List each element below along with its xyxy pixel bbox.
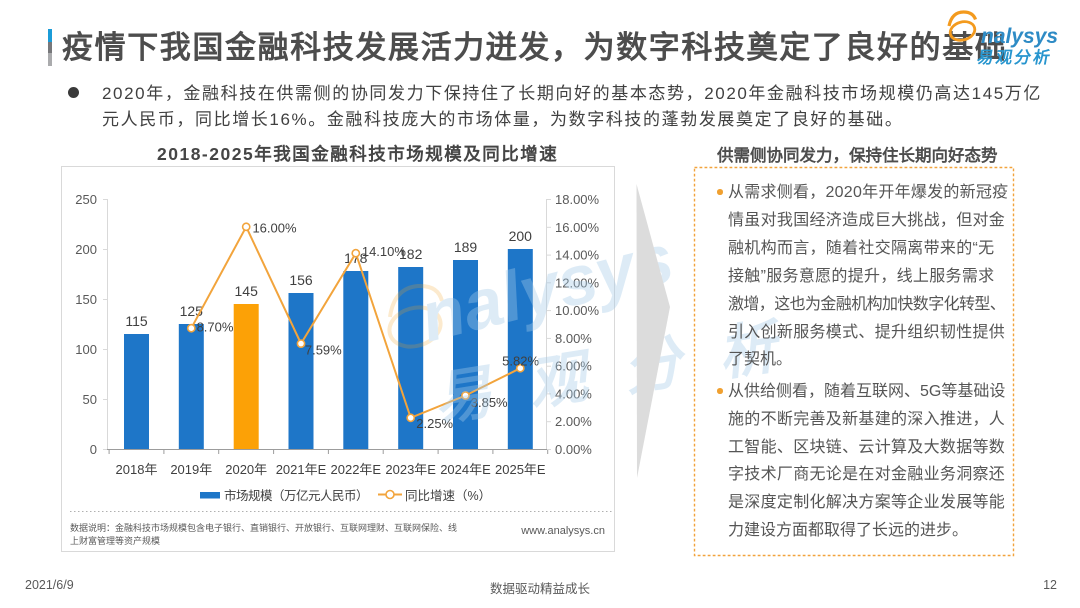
svg-text:2022年E: 2022年E (331, 462, 382, 477)
svg-text:5.82%: 5.82% (502, 354, 539, 369)
svg-text:200: 200 (509, 228, 533, 244)
svg-text:0.00%: 0.00% (555, 442, 592, 457)
svg-text:0: 0 (90, 442, 97, 457)
svg-text:2021年E: 2021年E (276, 462, 327, 477)
svg-text:50: 50 (83, 392, 97, 407)
svg-text:8.70%: 8.70% (197, 320, 234, 335)
svg-text:上财富管理等资产规模: 上财富管理等资产规模 (70, 535, 160, 546)
svg-text:145: 145 (235, 283, 259, 299)
svg-text:100: 100 (75, 342, 97, 357)
svg-text:189: 189 (454, 239, 478, 255)
svg-text:市场规模（万亿元人民币）: 市场规模（万亿元人民币） (224, 488, 368, 503)
svg-text:18.00%: 18.00% (555, 192, 600, 207)
svg-text:156: 156 (289, 272, 313, 288)
svg-text:200: 200 (75, 242, 97, 257)
svg-text:数据说明：金融科技市场规模包含电子银行、直销银行、开放银行、: 数据说明：金融科技市场规模包含电子银行、直销银行、开放银行、互联网理财、互联网保… (70, 522, 457, 533)
svg-text:2.00%: 2.00% (555, 414, 592, 429)
svg-text:8.00%: 8.00% (555, 331, 592, 346)
svg-text:2025年E: 2025年E (495, 462, 546, 477)
svg-text:14.00%: 14.00% (555, 248, 600, 263)
svg-text:2018年: 2018年 (116, 462, 158, 477)
svg-text:150: 150 (75, 292, 97, 307)
svg-text:7.59%: 7.59% (305, 342, 342, 357)
svg-text:12.00%: 12.00% (555, 275, 600, 290)
svg-text:2.25%: 2.25% (416, 416, 453, 431)
svg-text:10.00%: 10.00% (555, 303, 600, 318)
svg-text:2020年: 2020年 (225, 462, 267, 477)
svg-text:250: 250 (75, 192, 97, 207)
svg-text:125: 125 (180, 303, 204, 319)
svg-text:2023年E: 2023年E (385, 462, 436, 477)
svg-text:4.00%: 4.00% (555, 386, 592, 401)
svg-text:www.analysys.cn: www.analysys.cn (520, 525, 605, 537)
svg-text:2019年: 2019年 (170, 462, 212, 477)
svg-text:2024年E: 2024年E (440, 462, 491, 477)
svg-text:16.00%: 16.00% (555, 220, 600, 235)
svg-text:易观分析: 易观分析 (976, 47, 1054, 67)
svg-text:182: 182 (399, 246, 423, 262)
svg-text:115: 115 (125, 313, 148, 329)
svg-text:同比增速（%）: 同比增速（%） (405, 488, 491, 503)
svg-text:nalysys: nalysys (981, 25, 1058, 48)
svg-text:3.85%: 3.85% (471, 395, 508, 410)
svg-text:6.00%: 6.00% (555, 359, 592, 374)
svg-text:16.00%: 16.00% (252, 221, 297, 236)
svg-text:14.10%: 14.10% (362, 244, 407, 259)
